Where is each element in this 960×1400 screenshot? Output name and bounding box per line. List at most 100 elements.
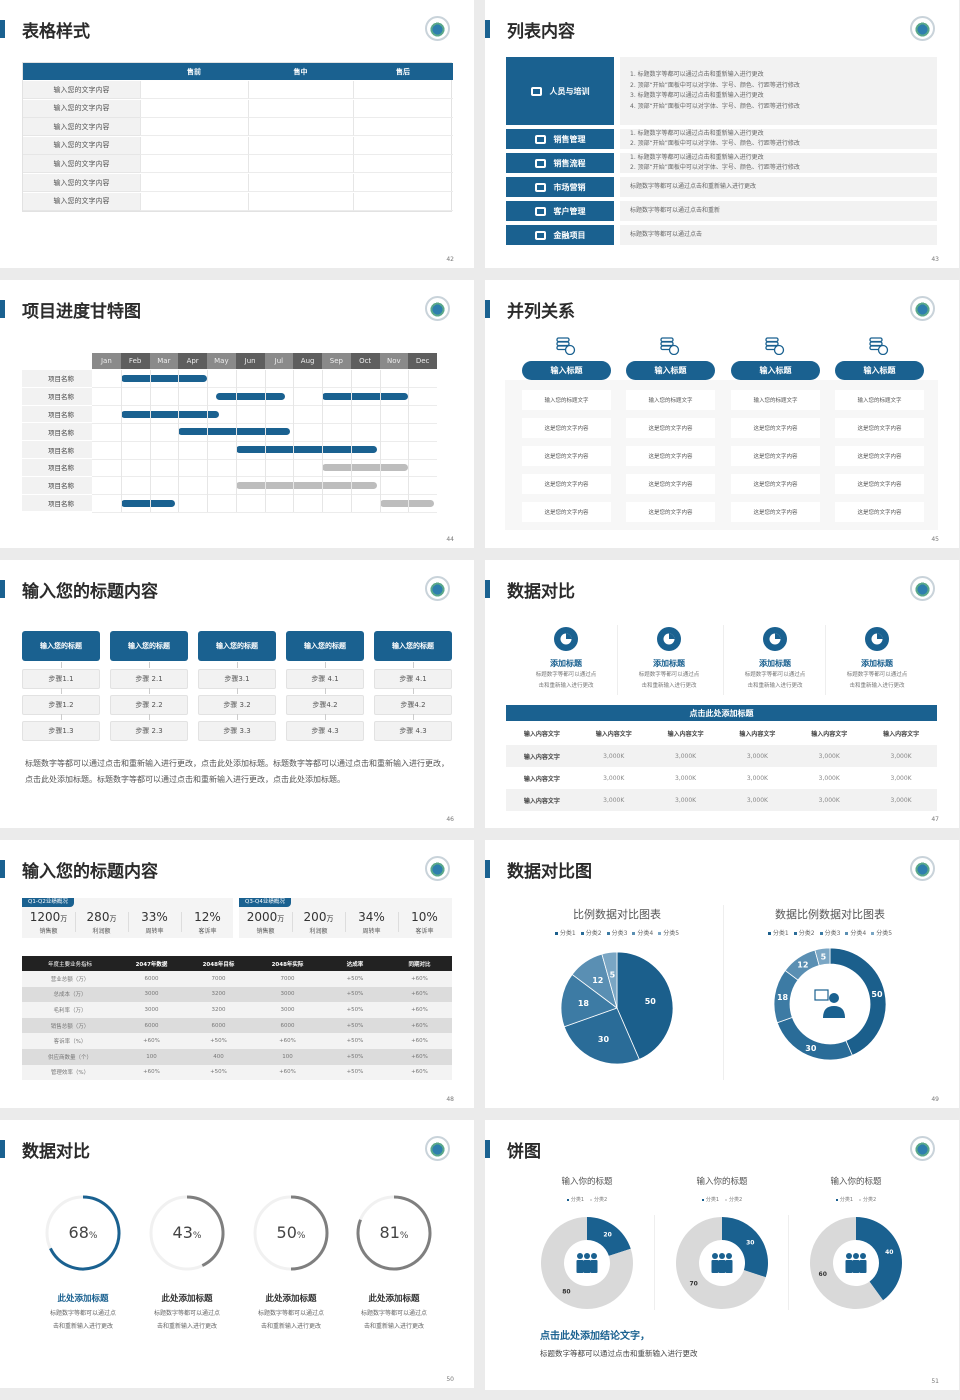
- list-item-1[interactable]: 人员与培训: [506, 57, 614, 125]
- step-box[interactable]: 步骤 4.1: [374, 669, 452, 689]
- table-cell[interactable]: [353, 81, 453, 99]
- feature-desc: 击和重新输入进行更改: [849, 683, 905, 689]
- person-head: [584, 1253, 590, 1259]
- table-cell[interactable]: [353, 155, 453, 174]
- list-item-4[interactable]: 市场营销: [506, 177, 614, 197]
- gantt-bar[interactable]: [322, 392, 409, 400]
- step-box[interactable]: 步骤3.1: [198, 669, 276, 689]
- conclusion-title[interactable]: 点击此处添加结论文字，: [540, 1331, 650, 1342]
- table-cell[interactable]: [248, 155, 353, 174]
- step-box[interactable]: 步骤 2.1: [110, 669, 188, 689]
- step-box[interactable]: 步骤 4.1: [286, 669, 364, 689]
- gantt-bar[interactable]: [120, 375, 207, 382]
- list-item-6[interactable]: 金融项目: [506, 225, 614, 245]
- month-header: Dec: [408, 353, 437, 369]
- kpi-label: 客诉率: [415, 928, 434, 935]
- task-name: 项目名称: [22, 494, 92, 513]
- step-box[interactable]: 步骤1.3: [22, 721, 100, 741]
- list-item-2[interactable]: 销售管理: [506, 129, 614, 149]
- step-column-header[interactable]: 输入您的标题: [22, 631, 100, 661]
- legend-marker: [819, 932, 823, 935]
- table-cell[interactable]: [248, 118, 353, 137]
- table-cell[interactable]: [140, 174, 248, 192]
- gantt-bar[interactable]: [235, 481, 377, 489]
- list-item-3[interactable]: 销售流程: [506, 153, 614, 173]
- slide-46[interactable]: 输入您的标题内容 46 输入您的标题 步骤1.1 步骤1.2 步骤1.3 输入您的标题 步骤 …: [0, 560, 474, 828]
- table-cell[interactable]: [353, 192, 453, 211]
- step-box[interactable]: 步骤4.2: [374, 695, 452, 715]
- kpi-number: 34%: [358, 910, 385, 924]
- gantt-bar[interactable]: [120, 410, 219, 418]
- table-cell[interactable]: [248, 99, 353, 118]
- gantt-bar[interactable]: [120, 499, 176, 507]
- step-box[interactable]: 步骤4.2: [286, 695, 364, 715]
- column-title-pill[interactable]: 输入标题: [731, 361, 820, 380]
- step-box[interactable]: 步骤 4.3: [374, 721, 452, 741]
- feature-desc: 标题数字等都可以通过点: [846, 672, 908, 678]
- table-cell[interactable]: [140, 192, 248, 211]
- table-cell[interactable]: [248, 136, 353, 155]
- table-cell[interactable]: [140, 136, 248, 155]
- gantt-bar[interactable]: [322, 464, 409, 471]
- table-cell[interactable]: [248, 192, 353, 211]
- slide-44[interactable]: 项目进度甘特图 44 Jan Feb Mar Apr May Jun Jul Aug Sep Oct N…: [0, 280, 474, 548]
- table-cell[interactable]: [353, 136, 453, 155]
- column-header: 售前: [187, 67, 201, 76]
- slide-45[interactable]: 并列关系 45 输入标题 输入您的标题文字 这是您的文字内容 这是您的文字内容 这是您的文字…: [485, 280, 959, 548]
- gantt-bar[interactable]: [235, 446, 377, 454]
- column-cell: 这是您的文字内容: [522, 446, 611, 466]
- slide-49[interactable]: 数据对比图 49 比例数据对比图表 分类1 分类2 分类3 分类4 分类5 50 30 18 12 5 数…: [485, 840, 959, 1108]
- table-cell[interactable]: [353, 99, 453, 118]
- step-box[interactable]: 步骤1.1: [22, 669, 100, 689]
- step-column-header[interactable]: 输入您的标题: [110, 631, 188, 661]
- step-box[interactable]: 步骤 2.2: [110, 695, 188, 715]
- step-column-header[interactable]: 输入您的标题: [286, 631, 364, 661]
- table-cell[interactable]: [140, 155, 248, 174]
- list-item-5[interactable]: 客户管理: [506, 201, 614, 221]
- table-cell[interactable]: [248, 174, 353, 192]
- speech-bubble: [814, 989, 829, 1001]
- slide-47[interactable]: 数据对比 47 添加标题 标题数字等都可以通过点 击和重新输入进行更改 添加标题 标题数字等…: [485, 560, 959, 828]
- column-title-pill[interactable]: 输入标题: [522, 361, 611, 380]
- table-cell[interactable]: [140, 81, 248, 99]
- ring-unit: %: [88, 1231, 98, 1241]
- slide-42[interactable]: 表格样式 42 售前 售中 售后 输入您的文字内容 输入您的文字内容 输入您的文字内容 输入您的…: [0, 0, 474, 268]
- title-accent-bar: [485, 300, 490, 318]
- table-cell[interactable]: [248, 81, 353, 99]
- column-cell: 这是您的文字内容: [522, 418, 611, 438]
- ring-desc: 击和重新输入进行更改: [363, 1323, 424, 1330]
- step-box[interactable]: 步骤 3.2: [198, 695, 276, 715]
- ring-unit: %: [192, 1231, 202, 1241]
- step-column-header[interactable]: 输入您的标题: [374, 631, 452, 661]
- team-icon: [845, 1253, 867, 1273]
- column-title-pill[interactable]: 输入标题: [626, 361, 715, 380]
- kpi-number: 2000: [246, 910, 278, 924]
- step-column-header[interactable]: 输入您的标题: [198, 631, 276, 661]
- slide-48[interactable]: 输入您的标题内容 48 Q1-Q2业绩概况 1200万 销售额 280万 利润额 33% 周转率…: [0, 840, 474, 1108]
- step-box[interactable]: 步骤 2.3: [110, 721, 188, 741]
- gantt-bar[interactable]: [178, 428, 291, 436]
- task-name: 项目名称: [22, 423, 92, 442]
- legend-item: 分类1: [701, 1196, 719, 1203]
- step-box[interactable]: 步骤 4.3: [286, 721, 364, 741]
- kpi-label: 销售额: [256, 928, 275, 935]
- gantt-bar[interactable]: [215, 392, 285, 400]
- slide-50[interactable]: 数据对比 50 68% 此处添加标题 标题数字等都可以通过点 击和重新输入进行更改 43% 此…: [0, 1120, 474, 1388]
- table-cell: 供应商数量（个）: [47, 1054, 92, 1061]
- table-cell: 管理效率（%）: [50, 1070, 90, 1077]
- step-box[interactable]: 步骤 3.3: [198, 721, 276, 741]
- table-cell[interactable]: [140, 118, 248, 137]
- table-cell[interactable]: [140, 99, 248, 118]
- step-box[interactable]: 步骤1.2: [22, 695, 100, 715]
- table-cell[interactable]: [353, 174, 453, 192]
- column-cell: 这是您的文字内容: [835, 446, 924, 466]
- column-title-pill[interactable]: 输入标题: [835, 361, 924, 380]
- slide-51[interactable]: 饼图 51 输入你的标题 分类1 分类2 20 80 输入你的标题 分类1 分类2 30 70 输入你的…: [485, 1120, 959, 1390]
- table-cell[interactable]: [353, 118, 453, 137]
- slide-43[interactable]: 列表内容 43 人员与培训 1. 标题数字等都可以通过点击和重新输入进行更改 2. 顶部…: [485, 0, 959, 268]
- step-connector: [413, 662, 414, 668]
- slice-value-label: 30: [746, 1239, 754, 1246]
- gantt-bar[interactable]: [379, 499, 435, 507]
- table-cell: +60%: [279, 1069, 296, 1076]
- table-cell: 3000: [280, 1006, 295, 1013]
